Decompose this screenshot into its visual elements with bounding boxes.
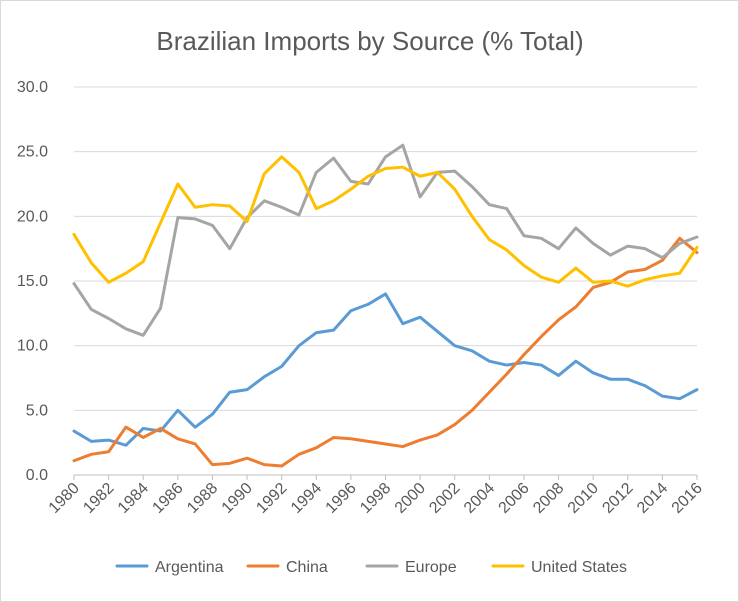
x-tick-label: 1994 [288,480,325,517]
series-line-united-states [72,155,699,288]
legend-label: Europe [405,559,457,576]
y-tick-label: 25.0 [17,144,48,161]
legend: Argentina China Europe United States [115,559,627,576]
x-tick-label: 2010 [565,480,602,517]
x-tick-label: 2002 [426,480,463,517]
series-lines [72,143,699,468]
series-line-argentina [72,292,699,447]
series-line-europe [72,143,699,337]
x-tick-label: 2016 [669,480,706,517]
y-tick-label: 5.0 [26,402,48,419]
x-tick-label: 1990 [219,480,256,517]
y-tick-label: 30.0 [17,79,48,96]
x-tick-label: 2004 [461,480,498,517]
legend-label: Argentina [155,559,224,576]
x-tick-label: 2000 [392,480,429,517]
x-tick-label: 2012 [599,480,636,517]
x-tick-label: 1980 [46,480,83,517]
y-tick-label: 0.0 [26,467,48,484]
x-tick-label: 2008 [530,480,567,517]
legend-label: United States [531,559,627,576]
x-tick-label: 1986 [149,480,186,517]
legend-item-united-states[interactable]: United States [491,559,627,576]
y-axis-ticks: 0.0 5.0 10.0 15.0 20.0 25.0 30.0 [17,79,48,484]
legend-item-argentina[interactable]: Argentina [115,559,224,576]
x-tick-label: 2014 [634,480,671,517]
legend-label: China [286,559,328,576]
legend-item-europe[interactable]: Europe [365,559,457,576]
x-tick-label: 1996 [323,480,360,517]
x-tick-label: 1998 [357,480,394,517]
x-tick-label: 1982 [80,480,117,517]
x-tick-label: 1984 [115,480,152,517]
y-tick-label: 10.0 [17,338,48,355]
y-tick-label: 15.0 [17,273,48,290]
y-tick-label: 20.0 [17,208,48,225]
x-tick-label: 1992 [253,480,290,517]
x-tick-label: 1988 [184,480,221,517]
x-tick-label: 2006 [496,480,533,517]
chart-title: Brazilian Imports by Source (% Total) [156,26,583,56]
x-axis-ticks: 1980198219841986198819901992199419961998… [46,475,706,517]
legend-item-china[interactable]: China [246,559,328,576]
series-line-china [72,236,699,468]
